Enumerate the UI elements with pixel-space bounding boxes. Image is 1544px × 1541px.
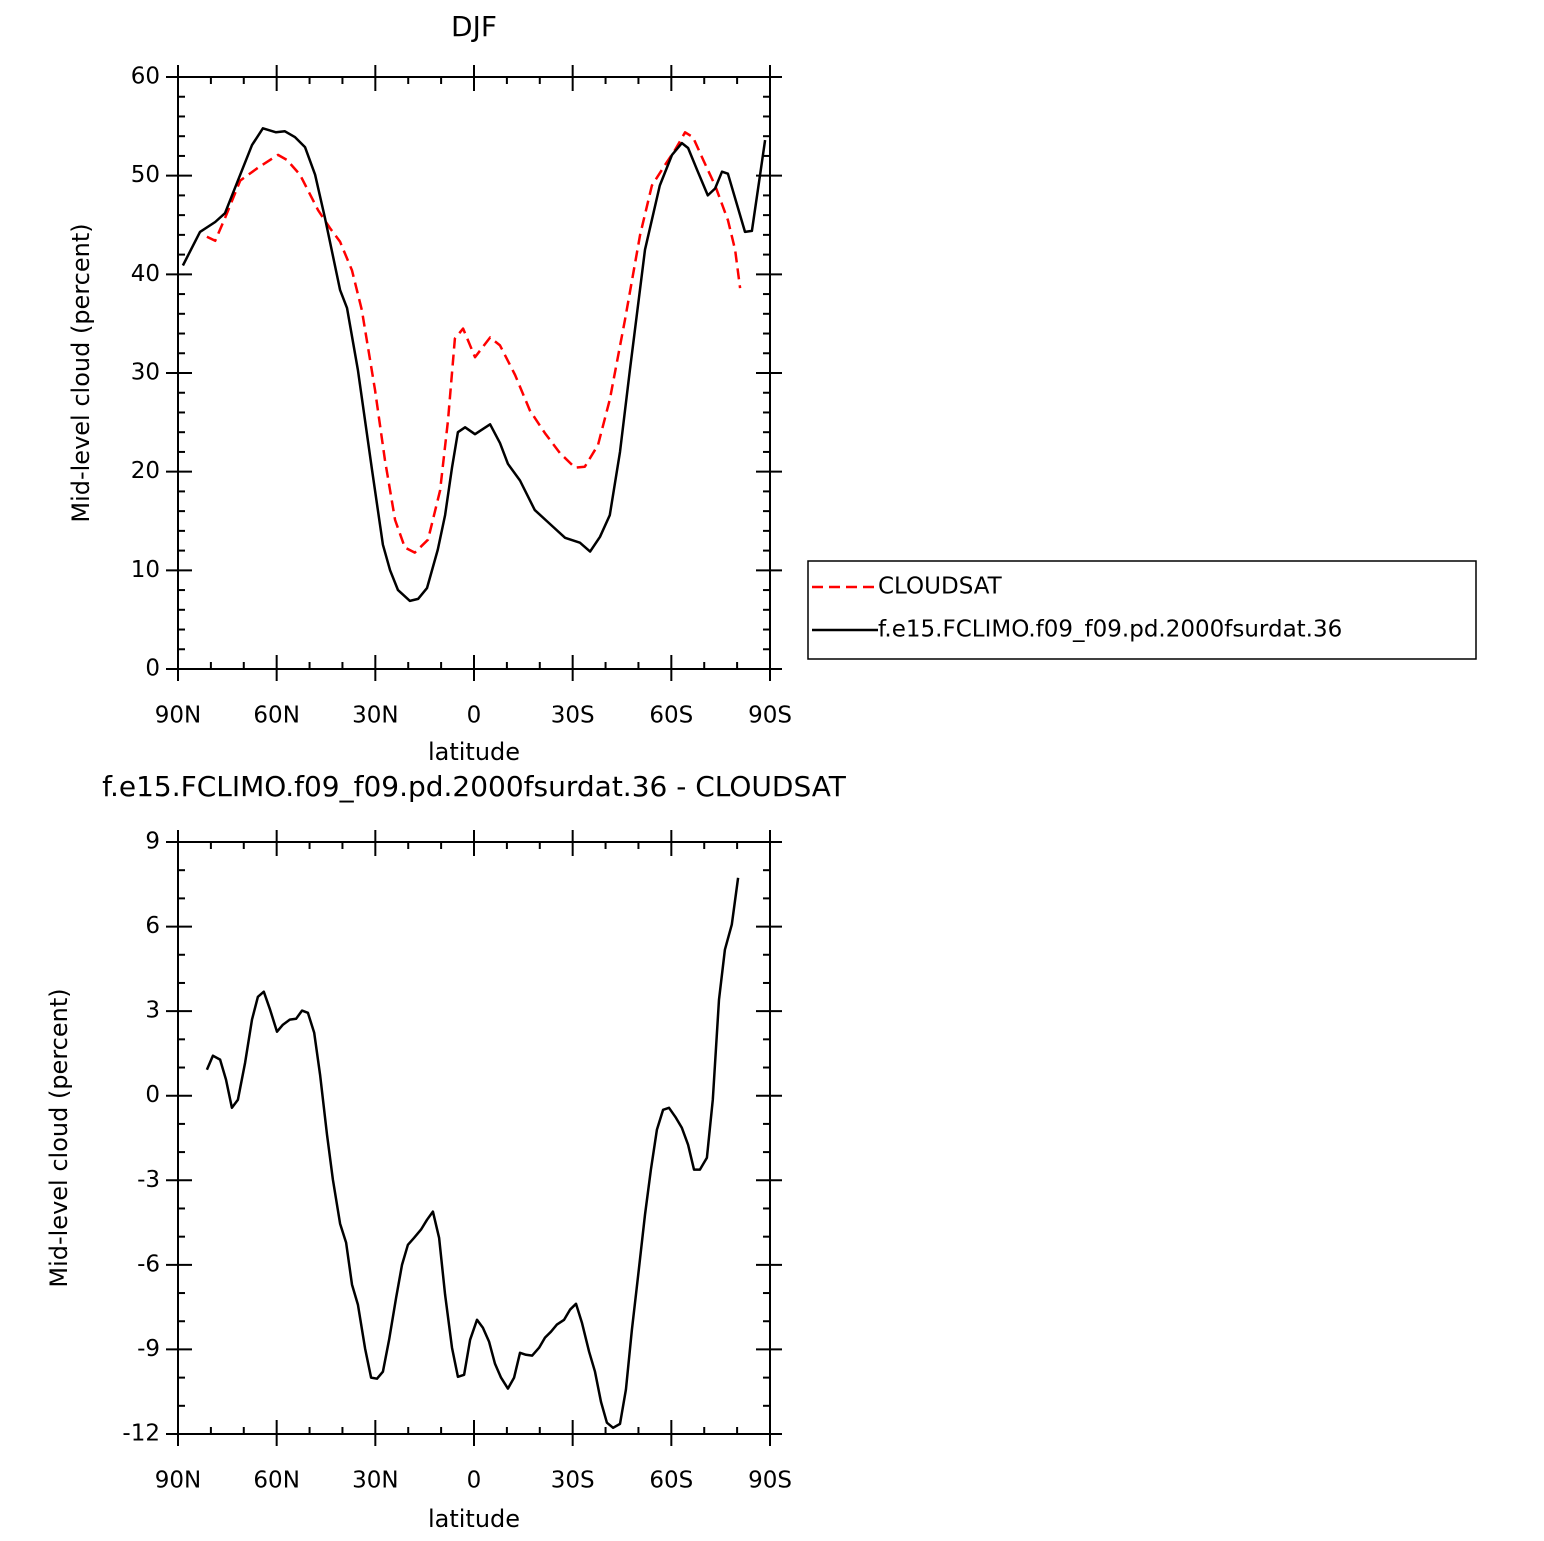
- y-tick-label: 0: [145, 656, 160, 682]
- x-tick-label: 90N: [155, 1468, 201, 1494]
- y-axis-label: Mid-level cloud (percent): [67, 223, 95, 522]
- x-tick-label: 30N: [352, 703, 398, 729]
- y-tick-label: 20: [131, 458, 160, 484]
- x-axis-label: latitude: [428, 738, 520, 766]
- x-tick-label: 0: [467, 1468, 482, 1494]
- chart-title: f.e15.FCLIMO.f09_f09.pd.2000fsurdat.36 -…: [102, 770, 847, 803]
- y-tick-label: 6: [145, 913, 160, 939]
- panel: DJF latitude Mid-level cloud (percent) 90N 6…: [67, 10, 1477, 766]
- legend-box: [807, 560, 1477, 660]
- data-line: [205, 877, 740, 1430]
- y-tick-label: 3: [145, 998, 160, 1024]
- x-tick-label: 0: [467, 703, 482, 729]
- y-tick-label: 9: [145, 829, 160, 855]
- y-tick-label: -3: [137, 1167, 160, 1193]
- plot-frame: [177, 841, 771, 1435]
- y-tick-label: -12: [122, 1421, 160, 1447]
- panel: f.e15.FCLIMO.f09_f09.pd.2000fsurdat.36 -…: [45, 770, 847, 1533]
- y-tick-label: -9: [137, 1336, 160, 1362]
- legend-label: f.e15.FCLIMO.f09_f09.pd.2000fsurdat.36: [878, 617, 1342, 643]
- x-tick-label: 60N: [253, 703, 299, 729]
- y-tick-label: 0: [145, 1082, 160, 1108]
- x-tick-label: 60S: [649, 703, 693, 729]
- plot-frame: [177, 76, 771, 670]
- x-tick-label: 90S: [748, 1468, 792, 1494]
- x-tick-label: 90S: [748, 703, 792, 729]
- chart-title: DJF: [451, 10, 497, 43]
- legend-label: CLOUDSAT: [878, 574, 1003, 600]
- data-line: [181, 127, 767, 603]
- y-tick-label: 30: [131, 360, 160, 386]
- x-tick-label: 60N: [253, 1468, 299, 1494]
- x-tick-label: 30N: [352, 1468, 398, 1494]
- y-tick-label: -6: [137, 1251, 160, 1277]
- y-tick-label: 60: [131, 64, 160, 90]
- x-tick-label: 30S: [551, 1468, 595, 1494]
- y-tick-label: 10: [131, 557, 160, 583]
- y-tick-label: 50: [131, 162, 160, 188]
- y-tick-label: 40: [131, 261, 160, 287]
- data-line: [206, 131, 742, 554]
- x-tick-label: 30S: [551, 703, 595, 729]
- y-axis-label: Mid-level cloud (percent): [45, 988, 73, 1287]
- x-axis-label: latitude: [428, 1505, 520, 1533]
- x-tick-label: 60S: [649, 1468, 693, 1494]
- x-tick-label: 90N: [155, 703, 201, 729]
